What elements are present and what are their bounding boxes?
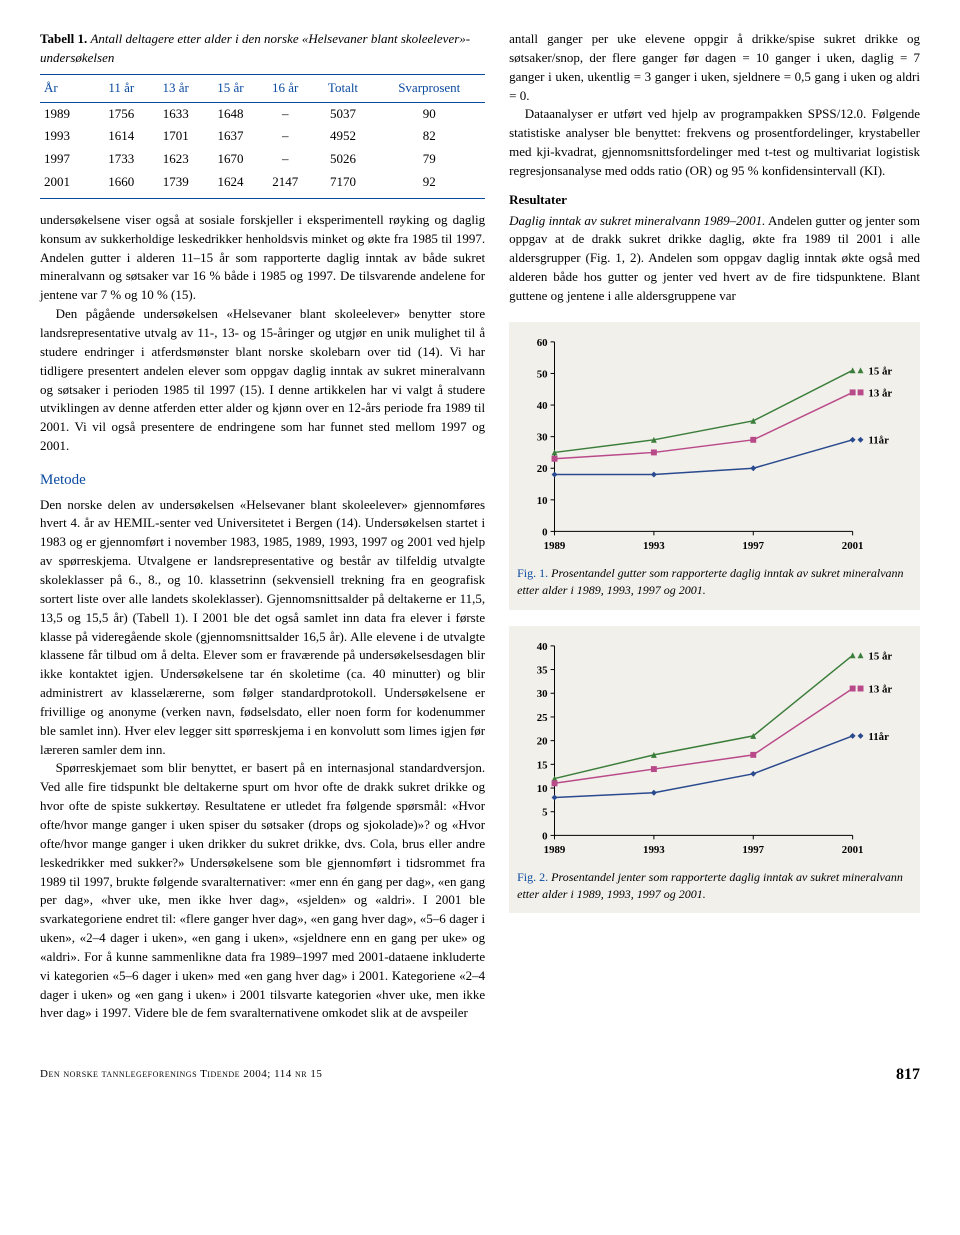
svg-text:25: 25 bbox=[537, 712, 548, 724]
svg-text:1997: 1997 bbox=[743, 540, 765, 552]
right-para-1: antall ganger per uke elevene oppgir å d… bbox=[509, 30, 920, 105]
svg-text:13 år: 13 år bbox=[869, 387, 893, 399]
table-cell: 5037 bbox=[313, 102, 374, 125]
table-header-cell: 16 år bbox=[258, 74, 313, 102]
svg-text:1993: 1993 bbox=[643, 844, 665, 856]
figure-1-chart: 0 10 20 30 40 50 60 1989 1993 1997 2001 15 år 13 år 1… bbox=[517, 332, 912, 559]
table-cell: 1637 bbox=[203, 125, 258, 148]
svg-text:60: 60 bbox=[537, 337, 548, 349]
svg-text:20: 20 bbox=[537, 463, 548, 475]
figure-2-caption: Fig. 2. Prosentandel jenter som rapporte… bbox=[517, 869, 912, 904]
svg-text:40: 40 bbox=[537, 400, 548, 412]
resultater-heading: Resultater bbox=[509, 191, 920, 210]
table-header-cell: Svarprosent bbox=[373, 74, 485, 102]
svg-text:2001: 2001 bbox=[842, 540, 864, 552]
table-cell: 1989 bbox=[40, 102, 94, 125]
metode-heading: Metode bbox=[40, 470, 485, 492]
svg-text:0: 0 bbox=[542, 830, 548, 842]
svg-text:50: 50 bbox=[537, 368, 548, 380]
right-column: antall ganger per uke elevene oppgir å d… bbox=[509, 30, 920, 1023]
table-header-cell: 13 år bbox=[148, 74, 203, 102]
figure-2-caption-rest: Prosentandel jenter som rapporterte dagl… bbox=[517, 870, 903, 901]
svg-text:40: 40 bbox=[537, 640, 548, 652]
table-cell: 1739 bbox=[148, 171, 203, 198]
table-caption-lead: Tabell 1. bbox=[40, 31, 87, 46]
table-cell: 1660 bbox=[94, 171, 148, 198]
table-cell: 1997 bbox=[40, 148, 94, 171]
table-row: 1989175616331648–503790 bbox=[40, 102, 485, 125]
journal-line: Den norske tannlegeforenings Tidende 200… bbox=[40, 1067, 322, 1083]
left-para-4: Spørreskjemaet som blir benyttet, er bas… bbox=[40, 759, 485, 1023]
svg-text:11år: 11år bbox=[869, 435, 890, 447]
figure-2-caption-lead: Fig. 2. bbox=[517, 870, 548, 884]
page-footer: Den norske tannlegeforenings Tidende 200… bbox=[40, 1063, 920, 1086]
table-cell: 1733 bbox=[94, 148, 148, 171]
table-cell: 1648 bbox=[203, 102, 258, 125]
table-cell: 1633 bbox=[148, 102, 203, 125]
table-cell: 1701 bbox=[148, 125, 203, 148]
table-caption-rest: Antall deltagere etter alder i den norsk… bbox=[40, 31, 470, 65]
table-header-cell: 11 år bbox=[94, 74, 148, 102]
table-cell: – bbox=[258, 148, 313, 171]
svg-text:5: 5 bbox=[542, 806, 548, 818]
table-cell: 7170 bbox=[313, 171, 374, 198]
table-cell: 1756 bbox=[94, 102, 148, 125]
table-cell: – bbox=[258, 102, 313, 125]
figure-2-box: 0 5 10 15 20 25 30 35 40 1989 1993 1997 2001 15 år 13 … bbox=[509, 626, 920, 914]
left-column: Tabell 1. Antall deltagere etter alder i… bbox=[40, 30, 485, 1023]
svg-text:11år: 11år bbox=[869, 730, 890, 742]
right-para-2: Dataanalyser er utført ved hjelp av prog… bbox=[509, 105, 920, 180]
svg-text:1989: 1989 bbox=[544, 540, 566, 552]
svg-text:35: 35 bbox=[537, 664, 548, 676]
svg-text:10: 10 bbox=[537, 495, 548, 507]
table-header-cell: År bbox=[40, 74, 94, 102]
table-row: 1993161417011637–495282 bbox=[40, 125, 485, 148]
figure-1-caption-lead: Fig. 1. bbox=[517, 566, 548, 580]
table-cell: 1624 bbox=[203, 171, 258, 198]
table-cell: 82 bbox=[373, 125, 485, 148]
left-para-3: Den norske delen av undersøkelsen «Helse… bbox=[40, 496, 485, 760]
page-columns: Tabell 1. Antall deltagere etter alder i… bbox=[40, 30, 920, 1023]
table-cell: 90 bbox=[373, 102, 485, 125]
svg-text:2001: 2001 bbox=[842, 844, 864, 856]
svg-text:13 år: 13 år bbox=[869, 683, 893, 695]
table-cell: 1614 bbox=[94, 125, 148, 148]
table-cell: 4952 bbox=[313, 125, 374, 148]
svg-text:1997: 1997 bbox=[743, 844, 765, 856]
table-header-cell: Totalt bbox=[313, 74, 374, 102]
results-runin: Daglig inntak av sukret mineralvann 1989… bbox=[509, 213, 765, 228]
table-cell: 79 bbox=[373, 148, 485, 171]
figure-1-caption: Fig. 1. Prosentandel gutter som rapporte… bbox=[517, 565, 912, 600]
svg-text:0: 0 bbox=[542, 526, 548, 538]
left-para-1: undersøkelsene viser også at sosiale for… bbox=[40, 211, 485, 305]
left-para-2: Den pågående undersøkelsen «Helsevaner b… bbox=[40, 305, 485, 456]
right-para-3: Daglig inntak av sukret mineralvann 1989… bbox=[509, 212, 920, 306]
table-cell: 5026 bbox=[313, 148, 374, 171]
participants-table: År11 år13 år15 år16 årTotaltSvarprosent … bbox=[40, 74, 485, 199]
table-row: 20011660173916242147717092 bbox=[40, 171, 485, 198]
table-cell: 92 bbox=[373, 171, 485, 198]
table-cell: 2001 bbox=[40, 171, 94, 198]
svg-text:15: 15 bbox=[537, 759, 548, 771]
table-cell: 1623 bbox=[148, 148, 203, 171]
svg-text:10: 10 bbox=[537, 783, 548, 795]
svg-text:15 år: 15 år bbox=[869, 365, 893, 377]
svg-text:1993: 1993 bbox=[643, 540, 665, 552]
table-row: 1997173316231670–502679 bbox=[40, 148, 485, 171]
table-cell: 1993 bbox=[40, 125, 94, 148]
figure-2-chart: 0 5 10 15 20 25 30 35 40 1989 1993 1997 2001 15 år 13 … bbox=[517, 636, 912, 863]
table-caption: Tabell 1. Antall deltagere etter alder i… bbox=[40, 30, 485, 68]
svg-text:30: 30 bbox=[537, 688, 548, 700]
svg-text:20: 20 bbox=[537, 735, 548, 747]
table-cell: 2147 bbox=[258, 171, 313, 198]
svg-text:1989: 1989 bbox=[544, 844, 566, 856]
figure-1-caption-rest: Prosentandel gutter som rapporterte dagl… bbox=[517, 566, 903, 597]
svg-text:30: 30 bbox=[537, 431, 548, 443]
table-cell: 1670 bbox=[203, 148, 258, 171]
table-cell: – bbox=[258, 125, 313, 148]
figure-1-box: 0 10 20 30 40 50 60 1989 1993 1997 2001 15 år 13 år 1… bbox=[509, 322, 920, 610]
svg-text:15 år: 15 år bbox=[869, 650, 893, 662]
page-number: 817 bbox=[896, 1063, 920, 1086]
table-header-cell: 15 år bbox=[203, 74, 258, 102]
